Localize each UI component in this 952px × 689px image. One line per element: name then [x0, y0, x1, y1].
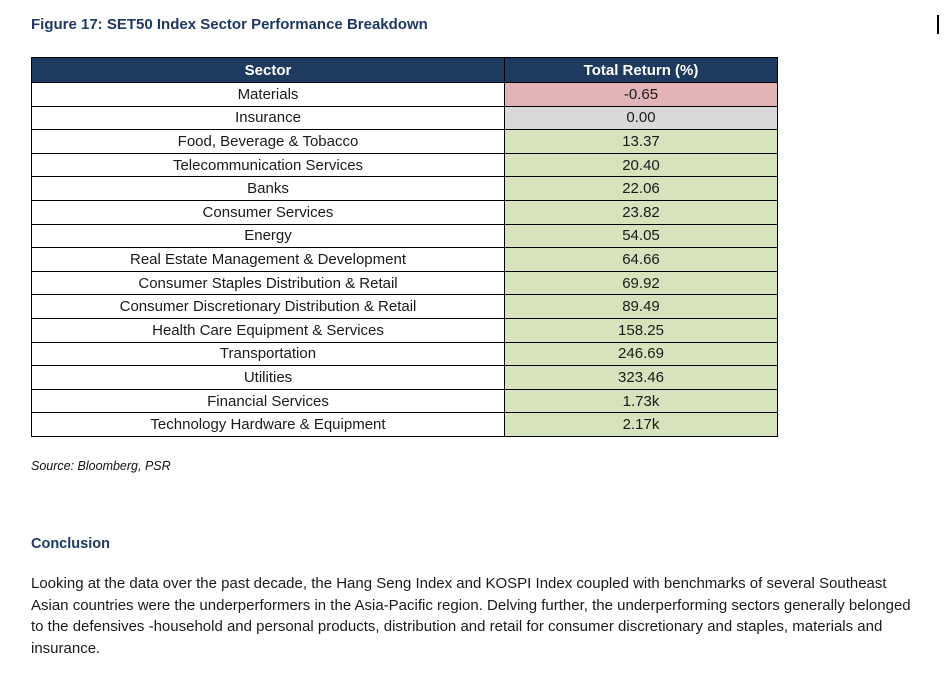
value-cell: -0.65 — [504, 82, 778, 107]
value-cell: 23.82 — [504, 199, 778, 225]
value-cell: 69.92 — [504, 270, 778, 296]
value-cell: 246.69 — [504, 341, 778, 367]
value-cell: 64.66 — [504, 247, 778, 272]
table-header: Sector Total Return (%) — [31, 57, 778, 83]
table-row: Telecommunication Services 20.40 — [31, 152, 778, 178]
table-row: Food, Beverage & Tobacco 13.37 — [31, 129, 778, 154]
sector-cell: Health Care Equipment & Services — [31, 317, 505, 343]
sector-cell: Real Estate Management & Development — [31, 247, 505, 272]
sector-cell: Banks — [31, 176, 505, 201]
column-header-total-return: Total Return (%) — [504, 57, 778, 83]
value-cell: 89.49 — [504, 294, 778, 319]
table-row: Materials -0.65 — [31, 82, 778, 107]
sector-cell: Insurance — [31, 105, 505, 131]
sector-cell: Energy — [31, 223, 505, 249]
table-row: Transportation 246.69 — [31, 341, 778, 367]
conclusion-paragraph: Looking at the data over the past decade… — [31, 575, 911, 657]
table-row: Health Care Equipment & Services 158.25 — [31, 317, 778, 343]
figure-title: Figure 17: SET50 Index Sector Performanc… — [31, 16, 428, 33]
table-row: Technology Hardware & Equipment 2.17k — [31, 412, 778, 437]
table-row: Real Estate Management & Development 64.… — [31, 247, 778, 272]
table-row: Energy 54.05 — [31, 223, 778, 249]
sector-cell: Consumer Staples Distribution & Retail — [31, 270, 505, 296]
sector-cell: Consumer Services — [31, 199, 505, 225]
value-cell: 13.37 — [504, 129, 778, 154]
text-cursor-mark — [937, 15, 939, 34]
conclusion-heading: Conclusion — [31, 536, 110, 552]
sector-cell: Materials — [31, 82, 505, 107]
table-row: Consumer Discretionary Distribution & Re… — [31, 294, 778, 319]
table-row: Financial Services 1.73k — [31, 388, 778, 414]
sector-cell: Consumer Discretionary Distribution & Re… — [31, 294, 505, 319]
source-note: Source: Bloomberg, PSR — [31, 459, 171, 473]
table-header-row: Sector Total Return (%) — [31, 57, 778, 83]
sector-cell: Technology Hardware & Equipment — [31, 412, 505, 437]
sector-cell: Telecommunication Services — [31, 152, 505, 178]
value-cell: 22.06 — [504, 176, 778, 201]
value-cell: 1.73k — [504, 388, 778, 414]
value-cell: 0.00 — [504, 105, 778, 131]
table-row: Consumer Services 23.82 — [31, 199, 778, 225]
column-header-sector: Sector — [31, 57, 505, 83]
sector-cell: Transportation — [31, 341, 505, 367]
sector-performance-table: Sector Total Return (%) Materials -0.65 … — [31, 57, 778, 437]
sector-cell: Food, Beverage & Tobacco — [31, 129, 505, 154]
value-cell: 323.46 — [504, 365, 778, 390]
sector-cell: Utilities — [31, 365, 505, 390]
table-row: Consumer Staples Distribution & Retail 6… — [31, 270, 778, 296]
table-row: Banks 22.06 — [31, 176, 778, 201]
value-cell: 20.40 — [504, 152, 778, 178]
table-row: Utilities 323.46 — [31, 365, 778, 390]
sector-cell: Financial Services — [31, 388, 505, 414]
table-row: Insurance 0.00 — [31, 105, 778, 131]
sector-table-body: Materials -0.65 Insurance 0.00 Food, Bev… — [31, 82, 778, 437]
value-cell: 54.05 — [504, 223, 778, 249]
value-cell: 158.25 — [504, 317, 778, 343]
value-cell: 2.17k — [504, 412, 778, 437]
